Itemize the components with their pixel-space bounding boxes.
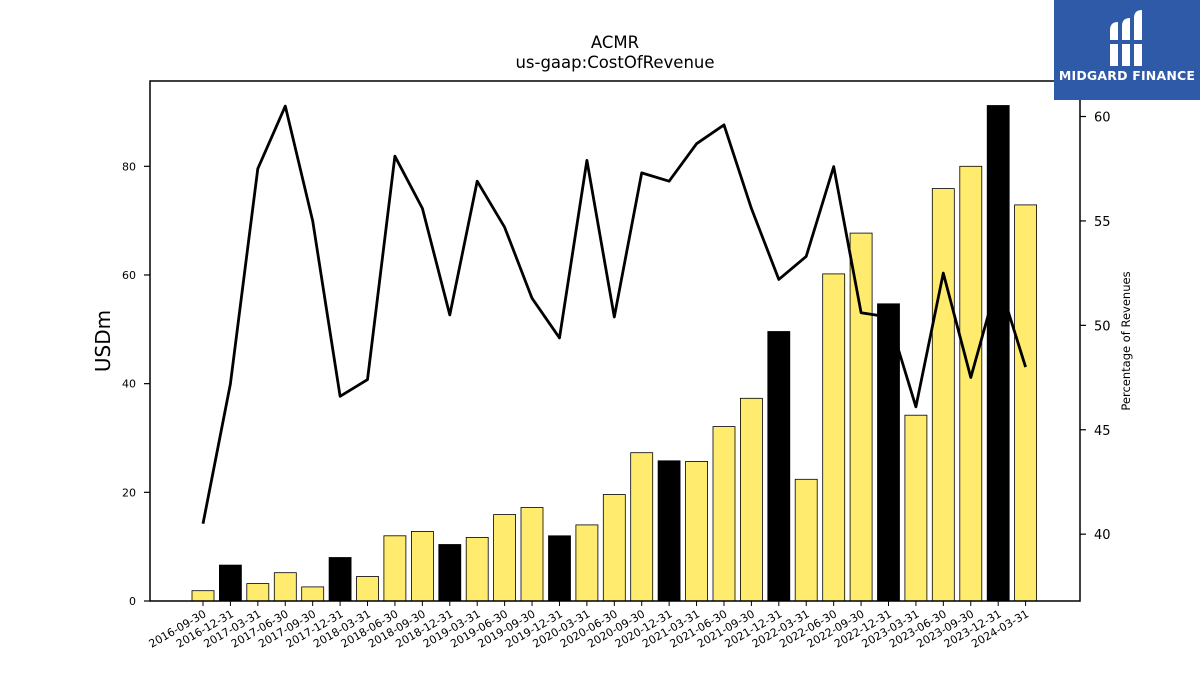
right-axis-label: Percentage of Revenues [1119, 271, 1133, 410]
right-tick-label: 45 [1094, 424, 1111, 439]
bar-2022-09-30 [849, 232, 873, 602]
left-tick-label: 40 [122, 378, 136, 391]
bar-2019-06-30 [493, 514, 517, 602]
line-series [201, 104, 1027, 524]
right-tick-label: 60 [1094, 111, 1111, 126]
percentage-line [201, 104, 1027, 524]
bar-2016-09-30 [191, 590, 215, 602]
bar-2017-06-30 [273, 572, 297, 602]
right-tick-label: 50 [1094, 319, 1111, 334]
right-tick-label: 55 [1094, 215, 1111, 230]
bar-2023-06-30 [931, 188, 955, 602]
bar-2018-09-30 [410, 531, 434, 602]
bar-2024-03-31 [1014, 204, 1037, 602]
chart-title: ACMR [591, 33, 639, 52]
bar-2020-09-30 [630, 452, 654, 602]
bar-2016-12-31 [218, 564, 242, 602]
bar-2023-12-31 [986, 105, 1010, 602]
bar-2018-03-31 [356, 576, 379, 602]
bar-2018-12-31 [438, 544, 462, 602]
brand-name: MIDGARD FINANCE [1058, 68, 1196, 83]
bar-2023-09-30 [959, 165, 983, 602]
bar-2021-06-30 [712, 426, 736, 602]
right-tick-label: 40 [1094, 528, 1111, 543]
bar-2021-03-31 [685, 460, 708, 602]
bar-2021-12-31 [767, 331, 791, 602]
bar-2021-09-30 [740, 397, 763, 602]
bar-2022-12-31 [877, 303, 900, 602]
bar-2017-03-31 [246, 583, 270, 602]
bar-2019-03-31 [465, 537, 489, 602]
bar-2023-03-31 [904, 414, 928, 602]
bar-2022-03-31 [794, 478, 818, 602]
brand-logo: MIDGARD FINANCE [1054, 0, 1200, 100]
midgard-logo-icon [1108, 10, 1146, 66]
left-tick-label: 20 [122, 486, 136, 499]
plot-frame [149, 80, 1081, 602]
bar-2020-06-30 [602, 494, 626, 602]
left-tick-label: 60 [122, 269, 136, 282]
bar-series [191, 105, 1037, 602]
bar-2017-09-30 [301, 586, 325, 602]
chart-subtitle: us-gaap:CostOfRevenue [515, 53, 714, 72]
bar-2022-06-30 [822, 273, 846, 602]
left-axis: 0 20 40 60 80 [122, 160, 150, 608]
x-axis: 2016-09-302016-12-312017-03-312017-06-30… [147, 601, 1031, 651]
bar-2017-12-31 [328, 557, 352, 602]
left-tick-label: 80 [122, 160, 136, 173]
right-axis: 40 45 50 55 60 [1080, 111, 1111, 543]
bar-2020-12-31 [657, 460, 681, 602]
left-axis-label: USDm [91, 310, 115, 372]
bar-2019-09-30 [520, 507, 544, 602]
bar-2019-12-31 [548, 535, 571, 602]
left-tick-label: 0 [129, 595, 136, 608]
bar-2020-03-31 [575, 524, 599, 602]
bar-2018-06-30 [383, 535, 407, 602]
